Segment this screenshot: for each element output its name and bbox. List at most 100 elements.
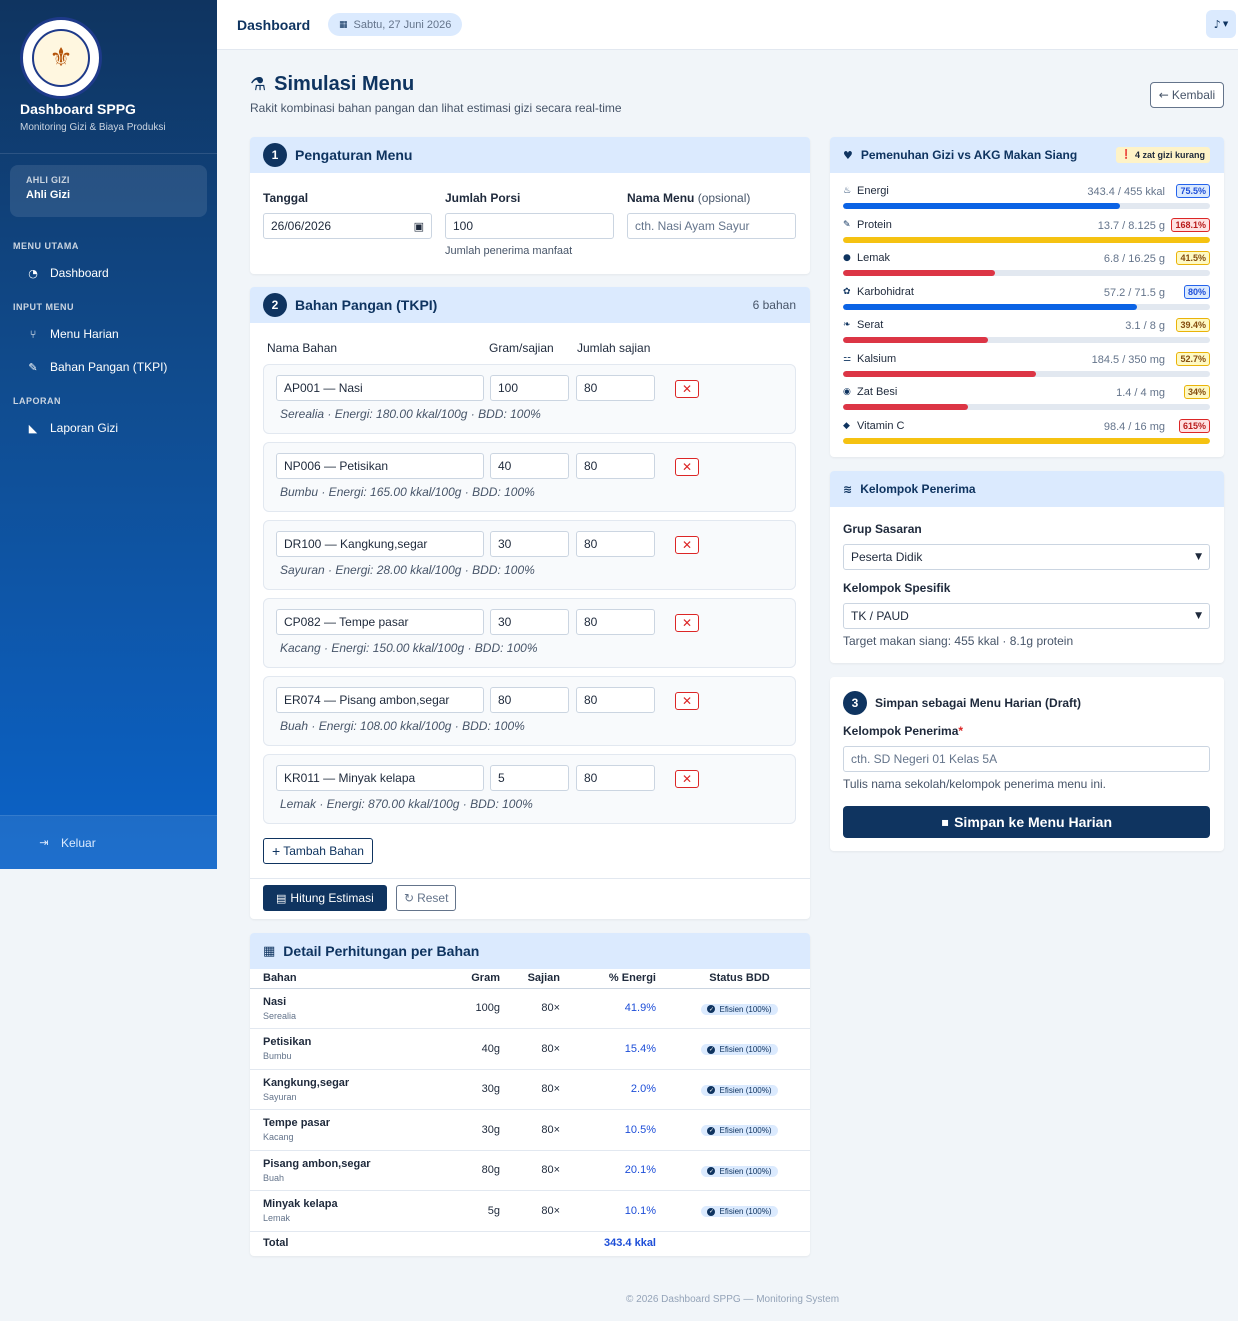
th-bahan: Bahan <box>250 969 445 989</box>
calculator-icon: ▤ <box>276 891 287 905</box>
ingredient-meta: Lemak · Energi: 870.00 kkal/100g · BDD: … <box>280 797 533 811</box>
nutrient-row: ◆ Vitamin C 98.4 / 16 mg 615% <box>843 418 1210 454</box>
back-button[interactable]: ← Kembali <box>1150 82 1224 108</box>
nutrient-name: Lemak <box>857 252 891 264</box>
date-field[interactable]: 26/06/2026 ▣ <box>263 213 432 239</box>
gram-field[interactable]: 30 <box>490 609 569 635</box>
gram-field[interactable]: 80 <box>490 687 569 713</box>
deficiency-text: 4 zat gizi kurang <box>1134 150 1205 160</box>
save-button[interactable]: ▪ Simpan ke Menu Harian <box>843 806 1210 838</box>
gram-field[interactable]: 5 <box>490 765 569 791</box>
required-mark: * <box>958 724 964 738</box>
notification-button[interactable]: ♪ ▼ <box>1206 10 1236 38</box>
ingredient-meta: Kacang · Energi: 150.00 kkal/100g · BDD:… <box>280 641 538 655</box>
remove-ingredient-button[interactable]: ✕ <box>675 458 699 476</box>
utensils-icon: ⑂ <box>29 327 37 341</box>
sajian-field[interactable]: 80 <box>576 375 655 401</box>
nutrient-progress-track <box>843 337 1210 343</box>
recipient-field[interactable]: cth. SD Negeri 01 Kelas 5A <box>843 746 1210 772</box>
nutrient-percent-badge: 168.1% <box>1171 217 1210 232</box>
status-text: Efisien (100%) <box>719 1085 772 1095</box>
cell-sajian: 80× <box>513 1109 573 1151</box>
cell-bahan: Tempe pasar Kacang <box>250 1109 445 1151</box>
nutrient-label: ♨ Energi <box>843 185 889 197</box>
ingredient-name-field[interactable]: DR100 — Kangkung,segar <box>276 531 484 557</box>
role-name: Ahli Gizi <box>26 189 70 201</box>
status-text: Efisien (100%) <box>719 1207 772 1217</box>
cell-gram: 30g <box>445 1109 513 1151</box>
nutrition-title: Pemenuhan Gizi vs AKG Makan Siang <box>860 148 1078 162</box>
remove-ingredient-button[interactable]: ✕ <box>675 536 699 554</box>
sidebar-item-label: Dashboard <box>50 266 109 280</box>
recipients-title: Kelompok Penerima <box>860 482 976 496</box>
remove-ingredient-button[interactable]: ✕ <box>675 614 699 632</box>
bahan-category: Sayuran <box>263 1091 297 1102</box>
nutrient-row: ⚍ Kalsium 184.5 / 350 mg 52.7% <box>843 351 1210 387</box>
gram-field[interactable]: 40 <box>490 453 569 479</box>
sajian-field[interactable]: 80 <box>576 765 655 791</box>
deficiency-badge: ❗ 4 zat gizi kurang <box>1115 147 1210 163</box>
sidebar-item-dashboard[interactable]: ◔ Dashboard <box>26 266 109 280</box>
remove-ingredient-button[interactable]: ✕ <box>675 380 699 398</box>
nutrient-row: ● Lemak 6.8 / 16.25 g 41.5% <box>843 251 1210 286</box>
porsi-field[interactable]: 100 <box>445 213 614 239</box>
sidebar-item-label: Bahan Pangan (TKPI) <box>50 360 168 374</box>
remove-ingredient-button[interactable]: ✕ <box>675 692 699 710</box>
cell-energi: 10.1% <box>573 1190 669 1232</box>
x-icon: ✕ <box>681 538 693 552</box>
menu-name-field[interactable]: cth. Nasi Ayam Sayur <box>627 213 796 239</box>
cell-sajian: 80× <box>513 1028 573 1070</box>
ingredient-name-field[interactable]: KR011 — Minyak kelapa <box>276 765 484 791</box>
nutrient-name: Kalsium <box>857 352 897 365</box>
sidebar-item-bahan-pangan[interactable]: ✎ Bahan Pangan (TKPI) <box>26 360 167 374</box>
ingredient-row: NP006 — Petisikan 40 80 ✕ Bumbu · Energi… <box>263 442 796 512</box>
logout-button[interactable]: ⇥ Keluar <box>0 815 217 869</box>
ingredient-name-field[interactable]: CP082 — Tempe pasar <box>276 609 484 635</box>
th-sajian: Sajian <box>513 969 573 989</box>
cell-bahan: Pisang ambon,segar Buah <box>250 1150 445 1191</box>
status-badge: ✓ Efisien (100%) <box>701 1206 778 1218</box>
calculate-button[interactable]: ▤ Hitung Estimasi <box>263 885 387 911</box>
status-badge: ✓ Efisien (100%) <box>701 1165 778 1177</box>
gram-field[interactable]: 100 <box>490 375 569 401</box>
spesifik-select[interactable]: TK / PAUD ▼ <box>843 603 1210 629</box>
date-badge: ▦ Sabtu, 27 Juni 2026 <box>328 13 463 36</box>
ingredient-count: 6 bahan <box>752 298 796 312</box>
heart-pulse-icon: ♥ <box>843 148 853 162</box>
ingredient-name-field[interactable]: AP001 — Nasi <box>276 375 484 401</box>
sajian-field[interactable]: 80 <box>576 531 655 557</box>
ingredient-name-field[interactable]: NP006 — Petisikan <box>276 453 484 479</box>
sajian-field[interactable]: 80 <box>576 453 655 479</box>
status-badge: ✓ Efisien (100%) <box>701 1044 778 1056</box>
cell-status: ✓ Efisien (100%) <box>669 1109 810 1151</box>
status-text: Efisien (100%) <box>719 1126 772 1136</box>
gram-field[interactable]: 30 <box>490 531 569 557</box>
nutrient-value: 343.4 / 455 kkal <box>1087 186 1165 198</box>
column-header-sajian: Jumlah sajian <box>577 341 651 355</box>
grup-label: Grup Sasaran <box>843 522 922 536</box>
table-header-row: Bahan Gram Sajian % Energi Status BDD <box>250 969 810 989</box>
nutrient-name: Protein <box>857 218 892 231</box>
detail-title: Detail Perhitungan per Bahan <box>283 943 480 959</box>
nutrient-label: ◉ Zat Besi <box>843 386 897 398</box>
total-energy: 343.4 kkal <box>604 1237 656 1250</box>
grup-select[interactable]: Peserta Didik ▼ <box>843 544 1210 570</box>
cell-energi: 15.4% <box>573 1028 669 1070</box>
sajian-field[interactable]: 80 <box>576 609 655 635</box>
sajian-field[interactable]: 80 <box>576 687 655 713</box>
ingredient-name-field[interactable]: ER074 — Pisang ambon,segar <box>276 687 484 713</box>
status-badge: ✓ Efisien (100%) <box>701 1125 778 1137</box>
remove-ingredient-button[interactable]: ✕ <box>675 770 699 788</box>
cell-energi: 20.1% <box>573 1150 669 1191</box>
reset-button[interactable]: ↻ Reset <box>396 885 457 911</box>
nutrient-progress-fill <box>843 203 1121 209</box>
refresh-icon: ↻ <box>404 891 415 905</box>
save-header: 3 Simpan sebagai Menu Harian (Draft) <box>843 691 1081 715</box>
x-icon: ✕ <box>681 694 693 708</box>
sidebar-item-menu-harian[interactable]: ⑂ Menu Harian <box>26 327 119 341</box>
th-status: Status BDD <box>669 969 810 989</box>
cell-status: ✓ Efisien (100%) <box>669 1190 810 1232</box>
add-ingredient-button[interactable]: + Tambah Bahan <box>263 838 373 864</box>
nutrient-percent-badge: 39.4% <box>1176 318 1210 332</box>
sidebar-item-laporan-gizi[interactable]: ◣ Laporan Gizi <box>26 421 118 435</box>
